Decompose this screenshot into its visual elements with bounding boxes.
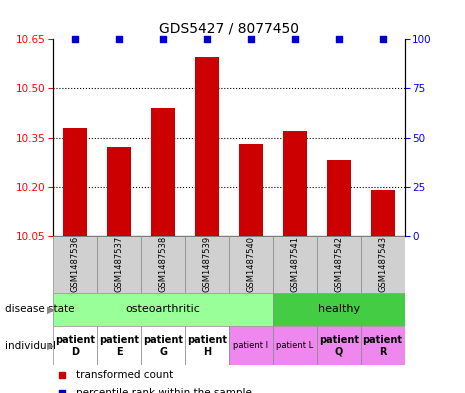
FancyBboxPatch shape	[185, 326, 229, 365]
FancyBboxPatch shape	[229, 326, 273, 365]
Bar	[371, 190, 395, 236]
Point	[203, 36, 211, 42]
Bar	[283, 131, 307, 236]
Bar	[63, 128, 87, 236]
Text: patient
D: patient D	[55, 335, 95, 356]
Bar	[326, 160, 351, 236]
FancyBboxPatch shape	[141, 236, 185, 293]
FancyBboxPatch shape	[53, 293, 273, 326]
Bar	[107, 147, 132, 236]
Text: patient
E: patient E	[100, 335, 140, 356]
FancyBboxPatch shape	[53, 236, 97, 293]
Text: GSM1487543: GSM1487543	[378, 236, 387, 292]
Text: disease state: disease state	[5, 305, 74, 314]
FancyBboxPatch shape	[317, 326, 361, 365]
Bar	[195, 57, 219, 236]
Text: patient L: patient L	[276, 342, 313, 350]
FancyBboxPatch shape	[273, 236, 317, 293]
Text: GSM1487536: GSM1487536	[71, 236, 80, 292]
Point	[59, 390, 66, 393]
Point	[116, 36, 123, 42]
FancyBboxPatch shape	[185, 236, 229, 293]
Text: osteoarthritic: osteoarthritic	[126, 305, 200, 314]
Text: patient
R: patient R	[363, 335, 403, 356]
Text: patient
G: patient G	[143, 335, 183, 356]
FancyBboxPatch shape	[361, 326, 405, 365]
FancyBboxPatch shape	[317, 236, 361, 293]
Bar	[239, 144, 263, 236]
Point	[335, 36, 342, 42]
Text: healthy: healthy	[318, 305, 360, 314]
FancyBboxPatch shape	[361, 236, 405, 293]
Text: GSM1487537: GSM1487537	[115, 236, 124, 292]
FancyBboxPatch shape	[53, 326, 97, 365]
Text: transformed count: transformed count	[76, 370, 173, 380]
Text: patient
Q: patient Q	[319, 335, 359, 356]
Text: patient I: patient I	[233, 342, 268, 350]
Text: GSM1487539: GSM1487539	[203, 236, 212, 292]
Text: GSM1487538: GSM1487538	[159, 236, 168, 292]
Point	[72, 36, 79, 42]
FancyBboxPatch shape	[273, 293, 405, 326]
Title: GDS5427 / 8077450: GDS5427 / 8077450	[159, 21, 299, 35]
Text: patient
H: patient H	[187, 335, 227, 356]
Text: GSM1487542: GSM1487542	[334, 236, 343, 292]
Text: ▶: ▶	[46, 305, 54, 314]
Point	[247, 36, 255, 42]
Bar	[151, 108, 175, 236]
FancyBboxPatch shape	[97, 326, 141, 365]
FancyBboxPatch shape	[141, 326, 185, 365]
FancyBboxPatch shape	[273, 326, 317, 365]
FancyBboxPatch shape	[229, 236, 273, 293]
Point	[291, 36, 299, 42]
Text: ▶: ▶	[46, 341, 54, 351]
Point	[59, 372, 66, 378]
FancyBboxPatch shape	[97, 236, 141, 293]
Point	[159, 36, 167, 42]
Text: GSM1487540: GSM1487540	[246, 236, 255, 292]
Text: GSM1487541: GSM1487541	[290, 236, 299, 292]
Text: individual: individual	[5, 341, 56, 351]
Point	[379, 36, 386, 42]
Text: percentile rank within the sample: percentile rank within the sample	[76, 388, 252, 393]
